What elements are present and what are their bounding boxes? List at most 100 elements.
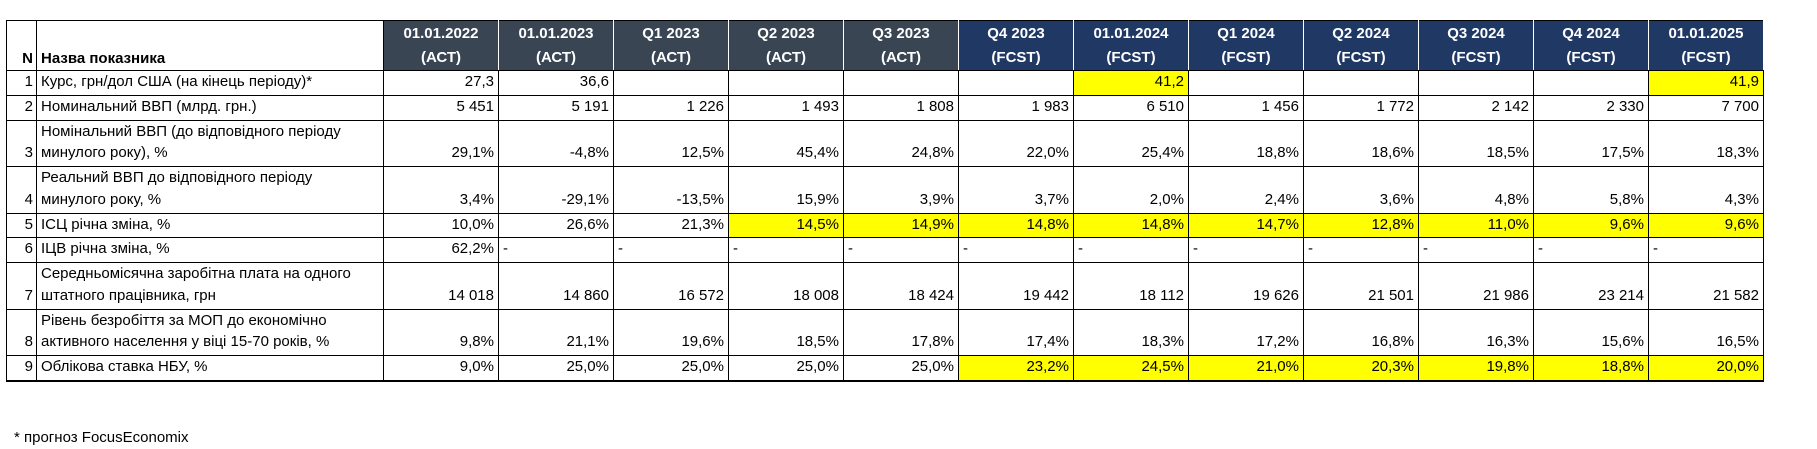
indicator-label-cell[interactable]: Рівень безробіття за МОП до економічно а… bbox=[36, 308, 384, 356]
column-header-q1-2023[interactable]: Q1 2023 (АСТ) bbox=[613, 20, 729, 71]
data-cell[interactable]: 19 626 bbox=[1188, 262, 1304, 310]
indicator-label-cell[interactable]: ІЦВ річна зміна, % bbox=[36, 237, 384, 263]
data-cell[interactable]: 17,8% bbox=[843, 308, 959, 356]
n-column-header[interactable]: N bbox=[6, 20, 37, 71]
column-header-q4-2023[interactable]: Q4 2023 (FCST) bbox=[958, 20, 1074, 71]
data-cell[interactable]: - bbox=[843, 237, 959, 263]
indicator-label-cell[interactable]: Курс, грн/дол США (на кінець періоду)* bbox=[36, 70, 384, 96]
column-header-q4-2024[interactable]: Q4 2024 (FCST) bbox=[1533, 20, 1649, 71]
data-cell[interactable]: 2 142 bbox=[1418, 94, 1534, 121]
data-cell[interactable]: 18 424 bbox=[843, 262, 959, 310]
indicator-label-cell[interactable]: ІСЦ річна зміна, % bbox=[36, 212, 384, 239]
indicator-label-cell[interactable]: Середньомісячна заробітна плата на одног… bbox=[36, 262, 384, 310]
data-cell[interactable]: - bbox=[1418, 237, 1534, 263]
data-cell[interactable]: 21,3% bbox=[613, 212, 729, 239]
data-cell[interactable]: 26,6% bbox=[498, 212, 614, 239]
data-cell[interactable]: 16,3% bbox=[1418, 308, 1534, 356]
data-cell[interactable]: 21 501 bbox=[1303, 262, 1419, 310]
data-cell[interactable]: 21 986 bbox=[1418, 262, 1534, 310]
data-cell[interactable]: 5 451 bbox=[383, 94, 499, 121]
data-cell[interactable]: 19,8% bbox=[1418, 354, 1534, 382]
data-cell[interactable]: 14,8% bbox=[1073, 212, 1189, 239]
data-cell[interactable]: 2,4% bbox=[1188, 166, 1304, 214]
data-cell[interactable]: 3,4% bbox=[383, 166, 499, 214]
data-cell[interactable]: 4,3% bbox=[1648, 166, 1764, 214]
data-cell[interactable]: 24,5% bbox=[1073, 354, 1189, 382]
data-cell[interactable]: 16,8% bbox=[1303, 308, 1419, 356]
data-cell[interactable] bbox=[843, 70, 959, 96]
data-cell[interactable]: 10,0% bbox=[383, 212, 499, 239]
data-cell[interactable] bbox=[1533, 70, 1649, 96]
data-cell[interactable]: 18 008 bbox=[728, 262, 844, 310]
data-cell[interactable]: 14,9% bbox=[843, 212, 959, 239]
data-cell[interactable]: - bbox=[1648, 237, 1764, 263]
data-cell[interactable] bbox=[1303, 70, 1419, 96]
data-cell[interactable]: 1 226 bbox=[613, 94, 729, 121]
data-cell[interactable]: 21,0% bbox=[1188, 354, 1304, 382]
data-cell[interactable]: 17,2% bbox=[1188, 308, 1304, 356]
column-header-q2-2023[interactable]: Q2 2023 (АСТ) bbox=[728, 20, 844, 71]
indicator-label-cell[interactable]: Номинальний ВВП (млрд. грн.) bbox=[36, 94, 384, 121]
data-cell[interactable]: 1 983 bbox=[958, 94, 1074, 121]
data-cell[interactable]: 14 018 bbox=[383, 262, 499, 310]
row-number-cell[interactable]: 9 bbox=[6, 354, 37, 382]
data-cell[interactable]: 18 112 bbox=[1073, 262, 1189, 310]
data-cell[interactable]: 9,6% bbox=[1648, 212, 1764, 239]
data-cell[interactable]: 1 808 bbox=[843, 94, 959, 121]
data-cell[interactable]: 45,4% bbox=[728, 119, 844, 167]
data-cell[interactable]: 7 700 bbox=[1648, 94, 1764, 121]
data-cell[interactable]: 25,0% bbox=[613, 354, 729, 382]
data-cell[interactable]: 14,5% bbox=[728, 212, 844, 239]
column-header-q3-2023[interactable]: Q3 2023 (АСТ) bbox=[843, 20, 959, 71]
data-cell[interactable]: 27,3 bbox=[383, 70, 499, 96]
data-cell[interactable]: - bbox=[613, 237, 729, 263]
data-cell[interactable]: 2 330 bbox=[1533, 94, 1649, 121]
data-cell[interactable]: 2,0% bbox=[1073, 166, 1189, 214]
data-cell[interactable]: 23,2% bbox=[958, 354, 1074, 382]
data-cell[interactable] bbox=[958, 70, 1074, 96]
data-cell[interactable]: - bbox=[1303, 237, 1419, 263]
data-cell[interactable]: 22,0% bbox=[958, 119, 1074, 167]
data-cell[interactable]: 21 582 bbox=[1648, 262, 1764, 310]
data-cell[interactable]: 36,6 bbox=[498, 70, 614, 96]
row-number-cell[interactable]: 6 bbox=[6, 237, 37, 263]
data-cell[interactable]: 24,8% bbox=[843, 119, 959, 167]
indicator-label-cell[interactable]: Облікова ставка НБУ, % bbox=[36, 354, 384, 382]
column-header-01-01-2025[interactable]: 01.01.2025 (FCST) bbox=[1648, 20, 1764, 71]
data-cell[interactable]: -13,5% bbox=[613, 166, 729, 214]
row-number-cell[interactable]: 2 bbox=[6, 94, 37, 121]
data-cell[interactable]: 4,8% bbox=[1418, 166, 1534, 214]
column-header-01-01-2023[interactable]: 01.01.2023 (АСТ) bbox=[498, 20, 614, 71]
data-cell[interactable]: 18,5% bbox=[1418, 119, 1534, 167]
data-cell[interactable]: 14 860 bbox=[498, 262, 614, 310]
data-cell[interactable]: 25,0% bbox=[498, 354, 614, 382]
data-cell[interactable] bbox=[728, 70, 844, 96]
data-cell[interactable]: - bbox=[728, 237, 844, 263]
data-cell[interactable] bbox=[1188, 70, 1304, 96]
data-cell[interactable]: - bbox=[1188, 237, 1304, 263]
data-cell[interactable]: 16 572 bbox=[613, 262, 729, 310]
data-cell[interactable]: 25,0% bbox=[728, 354, 844, 382]
data-cell[interactable]: 12,8% bbox=[1303, 212, 1419, 239]
data-cell[interactable]: - bbox=[958, 237, 1074, 263]
data-cell[interactable]: 17,4% bbox=[958, 308, 1074, 356]
data-cell[interactable]: 20,0% bbox=[1648, 354, 1764, 382]
data-cell[interactable]: 20,3% bbox=[1303, 354, 1419, 382]
column-header-01-01-2022[interactable]: 01.01.2022 (АСТ) bbox=[383, 20, 499, 71]
data-cell[interactable]: 1 493 bbox=[728, 94, 844, 121]
data-cell[interactable]: 25,4% bbox=[1073, 119, 1189, 167]
data-cell[interactable]: 5,8% bbox=[1533, 166, 1649, 214]
data-cell[interactable]: 21,1% bbox=[498, 308, 614, 356]
data-cell[interactable]: 25,0% bbox=[843, 354, 959, 382]
data-cell[interactable]: 18,3% bbox=[1073, 308, 1189, 356]
data-cell[interactable]: 14,7% bbox=[1188, 212, 1304, 239]
data-cell[interactable] bbox=[613, 70, 729, 96]
column-header-q1-2024[interactable]: Q1 2024 (FCST) bbox=[1188, 20, 1304, 71]
data-cell[interactable]: 18,6% bbox=[1303, 119, 1419, 167]
indicator-name-column-header[interactable]: Назва показника bbox=[36, 20, 384, 71]
data-cell[interactable]: 1 456 bbox=[1188, 94, 1304, 121]
data-cell[interactable]: 17,5% bbox=[1533, 119, 1649, 167]
data-cell[interactable]: 9,0% bbox=[383, 354, 499, 382]
data-cell[interactable]: 62,2% bbox=[383, 237, 499, 263]
data-cell[interactable]: 18,8% bbox=[1188, 119, 1304, 167]
